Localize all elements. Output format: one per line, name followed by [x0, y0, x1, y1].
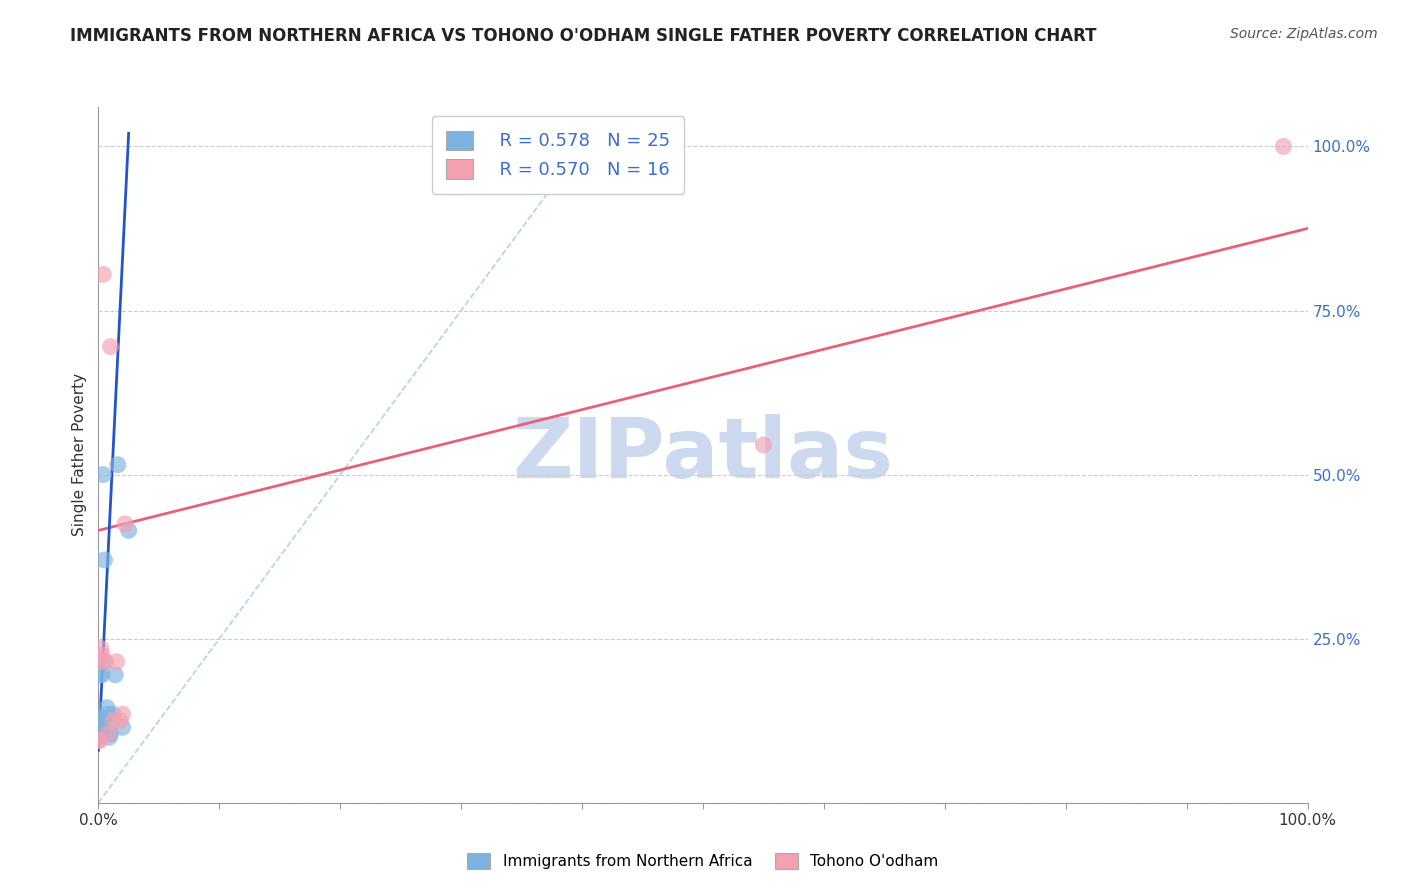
- Point: [93, 553, 115, 567]
- Point: [87, 730, 110, 744]
- Point: [90, 641, 112, 656]
- Point: [107, 458, 129, 472]
- Point: [96, 700, 118, 714]
- Point: [91, 648, 114, 662]
- Point: [101, 714, 124, 728]
- Point: [100, 727, 122, 741]
- Point: [91, 668, 114, 682]
- Point: [91, 268, 114, 282]
- Point: [87, 723, 110, 738]
- Point: [108, 714, 131, 728]
- Point: [93, 655, 115, 669]
- Point: [97, 727, 120, 741]
- Point: [87, 733, 110, 747]
- Point: [752, 438, 775, 452]
- Legend: Immigrants from Northern Africa, Tohono O'odham: Immigrants from Northern Africa, Tohono …: [461, 847, 945, 875]
- Y-axis label: Single Father Poverty: Single Father Poverty: [72, 374, 87, 536]
- Point: [94, 655, 117, 669]
- Point: [94, 714, 117, 728]
- Point: [89, 727, 111, 741]
- Point: [89, 668, 111, 682]
- Point: [87, 720, 110, 734]
- Point: [89, 710, 111, 724]
- Point: [104, 668, 127, 682]
- Legend:   R = 0.578   N = 25,   R = 0.570   N = 16: R = 0.578 N = 25, R = 0.570 N = 16: [432, 116, 685, 194]
- Point: [101, 707, 124, 722]
- Point: [89, 733, 111, 747]
- Point: [97, 707, 120, 722]
- Point: [1272, 139, 1295, 153]
- Point: [91, 467, 114, 482]
- Point: [90, 727, 112, 741]
- Point: [89, 720, 111, 734]
- Text: ZIPatlas: ZIPatlas: [513, 415, 893, 495]
- Point: [87, 655, 110, 669]
- Point: [111, 707, 134, 722]
- Point: [100, 340, 122, 354]
- Point: [91, 720, 114, 734]
- Point: [87, 714, 110, 728]
- Point: [114, 516, 136, 531]
- Point: [98, 730, 121, 744]
- Point: [105, 655, 128, 669]
- Text: Source: ZipAtlas.com: Source: ZipAtlas.com: [1230, 27, 1378, 41]
- Point: [111, 720, 134, 734]
- Point: [118, 524, 141, 538]
- Text: IMMIGRANTS FROM NORTHERN AFRICA VS TOHONO O'ODHAM SINGLE FATHER POVERTY CORRELAT: IMMIGRANTS FROM NORTHERN AFRICA VS TOHON…: [70, 27, 1097, 45]
- Point: [90, 714, 112, 728]
